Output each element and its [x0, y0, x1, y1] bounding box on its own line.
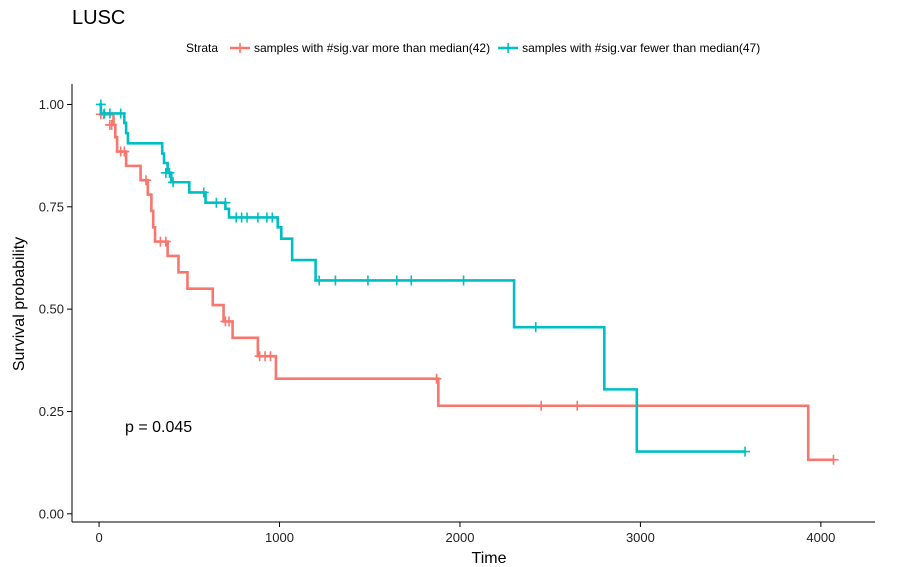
x-axis-title: Time — [472, 550, 507, 567]
censor-mark-2-8 — [198, 187, 209, 198]
x-tick-label-0: 0 — [95, 530, 102, 545]
legend: Strata samples with #sig.var more than m… — [186, 41, 760, 55]
y-tick-label-2: 0.50 — [39, 302, 64, 317]
censor-mark-1-16 — [536, 400, 547, 411]
censor-mark-2-24 — [740, 446, 751, 457]
censor-mark-2-19 — [362, 275, 373, 286]
censor-mark-1-14 — [265, 351, 276, 362]
legend-title: Strata — [186, 41, 218, 55]
censor-mark-1-7 — [140, 175, 151, 186]
censor-mark-2-22 — [458, 275, 469, 286]
x-tick-label-1: 1000 — [265, 530, 294, 545]
censor-mark-2-9 — [211, 197, 222, 208]
y-tick-label-1: 0.25 — [39, 404, 64, 419]
x-tick-label-2: 2000 — [446, 530, 475, 545]
censor-mark-2-10 — [220, 197, 231, 208]
censor-mark-2-4 — [115, 108, 126, 119]
censor-mark-2-20 — [391, 275, 402, 286]
y-tick-label-0: 0.00 — [39, 506, 64, 521]
chart-title: LUSC — [72, 7, 125, 29]
censor-mark-2-23 — [530, 322, 541, 333]
censor-mark-1-15 — [431, 373, 442, 384]
censor-mark-1-18 — [828, 454, 839, 465]
y-axis-title: Survival probability — [11, 237, 28, 371]
censor-mark-1-4 — [106, 119, 117, 130]
series-1 — [95, 109, 839, 465]
censor-mark-2-14 — [252, 212, 263, 223]
x-tick-label-4: 4000 — [806, 530, 835, 545]
censor-mark-1-6 — [119, 146, 130, 157]
censor-mark-2-3 — [104, 108, 115, 119]
censor-mark-1-9 — [160, 236, 171, 247]
censor-mark-1-11 — [223, 316, 234, 327]
censor-mark-2-16 — [267, 212, 278, 223]
censor-mark-2-17 — [314, 275, 325, 286]
censor-mark-2-1 — [95, 99, 106, 110]
censor-mark-1-17 — [572, 400, 583, 411]
censor-mark-2-18 — [330, 275, 341, 286]
censor-mark-2-7 — [168, 177, 179, 188]
survival-curve-2 — [99, 103, 746, 453]
plot-area: 0 1000 2000 3000 4000 0.00 0.25 0.50 0.75 1.00 — [39, 84, 875, 545]
legend-label-2: samples with #sig.var fewer than median(… — [522, 41, 760, 55]
p-value-annotation: p = 0.045 — [125, 419, 192, 436]
censor-mark-2-6 — [164, 167, 175, 178]
censor-mark-2-21 — [406, 275, 417, 286]
y-tick-label-4: 1.00 — [39, 97, 64, 112]
y-tick-label-3: 0.75 — [39, 199, 64, 214]
legend-label-1: samples with #sig.var more than median(4… — [254, 41, 490, 55]
x-tick-label-3: 3000 — [626, 530, 655, 545]
survival-curve-1 — [99, 112, 834, 462]
censor-mark-2-13 — [242, 212, 253, 223]
series-2 — [95, 99, 751, 457]
